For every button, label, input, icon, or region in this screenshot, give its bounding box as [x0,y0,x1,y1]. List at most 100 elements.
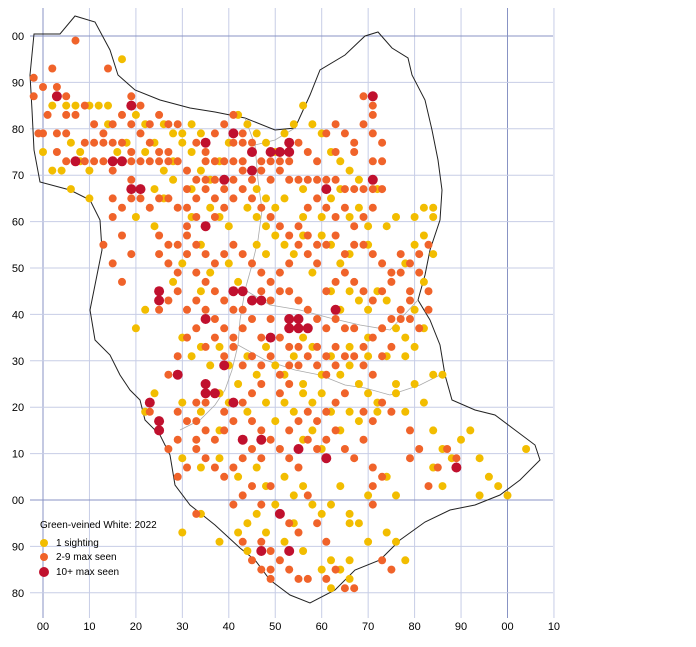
map-title: Green-veined White: 2022 [40,520,157,531]
point-1-sighting [150,222,159,231]
point-2-9-max-seen [406,315,414,323]
point-10-plus-max-seen [154,425,165,436]
point-2-9-max-seen [359,287,368,296]
point-1-sighting [401,556,410,565]
point-2-9-max-seen [350,138,359,147]
point-1-sighting [317,509,326,518]
point-1-sighting [308,398,317,407]
point-2-9-max-seen [340,268,349,277]
point-1-sighting [215,454,224,463]
point-2-9-max-seen [183,305,191,314]
point-10-plus-max-seen [237,434,248,445]
point-1-sighting [271,417,280,426]
point-2-9-max-seen [192,445,201,453]
point-2-9-max-seen [210,175,219,184]
point-10-plus-max-seen [126,184,137,195]
point-2-9-max-seen [118,277,126,286]
point-2-9-max-seen [238,454,247,463]
point-2-9-max-seen [99,129,108,138]
point-2-9-max-seen [201,185,210,194]
point-2-9-max-seen [173,287,182,296]
point-2-9-max-seen [62,92,71,101]
point-2-9-max-seen [322,287,331,296]
point-1-sighting [234,472,243,481]
point-2-9-max-seen [164,157,173,166]
point-1-sighting [308,500,317,509]
point-2-9-max-seen [368,482,377,491]
point-1-sighting [457,435,465,444]
point-2-9-max-seen [340,352,349,361]
point-1-sighting [345,574,354,583]
point-1-sighting [299,482,308,491]
point-2-9-max-seen [285,259,294,268]
point-2-9-max-seen [452,454,461,463]
point-10-plus-max-seen [293,323,304,334]
point-2-9-max-seen [331,213,340,221]
point-1-sighting [131,213,140,221]
x-tick-label: 30 [176,621,188,633]
point-2-9-max-seen [378,287,387,296]
y-tick-label: 20 [12,402,24,414]
point-10-plus-max-seen [200,137,211,148]
point-1-sighting [280,537,289,546]
point-2-9-max-seen [201,454,210,463]
point-2-9-max-seen [201,342,210,351]
point-2-9-max-seen [406,296,414,305]
point-1-sighting [429,213,438,221]
point-2-9-max-seen [173,157,182,166]
point-2-9-max-seen [368,417,377,426]
point-1-sighting [354,380,363,388]
point-2-9-max-seen [183,203,191,212]
point-10-plus-max-seen [284,137,295,148]
point-2-9-max-seen [80,157,89,166]
point-2-9-max-seen [248,194,256,203]
point-2-9-max-seen [210,259,219,268]
point-10-plus-max-seen [228,286,239,297]
point-2-9-max-seen [387,407,396,416]
point-2-9-max-seen [192,240,201,249]
point-2-9-max-seen [378,352,387,361]
point-2-9-max-seen [238,138,247,147]
point-2-9-max-seen [322,407,331,416]
point-10-plus-max-seen [154,295,165,306]
x-tick-label: 40 [223,621,235,633]
point-1-sighting [392,380,400,388]
point-2-9-max-seen [127,148,136,156]
point-10-plus-max-seen [284,314,295,324]
point-2-9-max-seen [322,352,331,361]
point-2-9-max-seen [192,268,201,277]
point-2-9-max-seen [285,175,294,184]
point-1-sighting [429,203,438,212]
y-tick-label: 40 [12,309,24,321]
point-2-9-max-seen [266,547,275,555]
point-2-9-max-seen [104,64,112,73]
point-2-9-max-seen [368,129,377,138]
point-1-sighting [196,463,205,472]
point-2-9-max-seen [127,175,136,184]
point-1-sighting [364,222,373,231]
point-2-9-max-seen [229,240,238,249]
point-2-9-max-seen [136,101,145,110]
point-1-sighting [243,547,252,555]
point-2-9-max-seen [313,519,322,528]
point-1-sighting [271,361,280,370]
point-2-9-max-seen [303,203,312,212]
point-1-sighting [299,185,308,194]
point-2-9-max-seen [433,463,442,472]
point-1-sighting [345,361,354,370]
point-2-9-max-seen [136,194,145,203]
point-2-9-max-seen [201,175,210,184]
point-2-9-max-seen [164,240,173,249]
point-2-9-max-seen [183,231,191,240]
point-2-9-max-seen [238,324,247,333]
point-1-sighting [345,519,354,528]
point-1-sighting [131,324,140,333]
point-2-9-max-seen [313,157,322,166]
point-2-9-max-seen [266,157,275,166]
point-2-9-max-seen [164,259,173,268]
point-2-9-max-seen [340,203,349,212]
point-2-9-max-seen [275,333,284,342]
point-1-sighting [392,537,400,546]
point-1-sighting [410,305,419,314]
point-1-sighting [271,500,280,509]
